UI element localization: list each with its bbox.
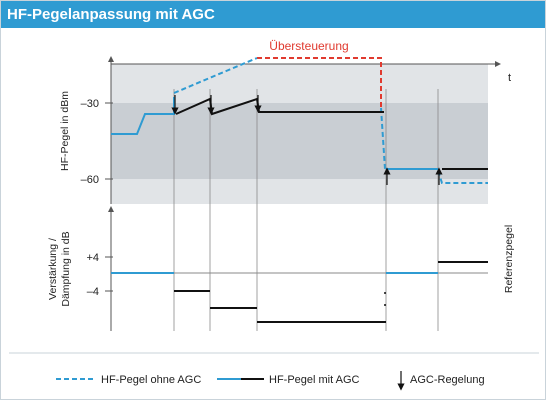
gain-tick-label: +4 — [86, 252, 99, 264]
gain-axis-label-line1: Verstärkung / — [47, 238, 59, 300]
overdrive-label: Übersteuerung — [269, 39, 348, 53]
page-title: HF-Pegelanpassung mit AGC — [7, 6, 215, 23]
overdrive-line — [257, 57, 382, 108]
level-axis-label: HF-Pegel in dBm — [59, 91, 71, 171]
level-tick-label: –30 — [81, 98, 99, 110]
reference-label: Referenzpegel — [503, 225, 515, 293]
legend-label-with-agc: HF-Pegel mit AGC — [269, 374, 360, 386]
gain-axis-label-line2: Dämpfung in dB — [60, 231, 72, 306]
gain-tick-label: –4 — [87, 286, 99, 298]
level-without-agc — [173, 57, 258, 94]
level-tick-label: –60 — [81, 174, 99, 186]
title-bar: HF-Pegelanpassung mit AGC — [1, 1, 545, 28]
legend-label-without-agc: HF-Pegel ohne AGC — [101, 374, 201, 386]
gain-dot — [384, 304, 386, 306]
time-axis-label: t — [508, 72, 511, 84]
gain-dot — [384, 292, 386, 294]
legend-label-agc-control: AGC-Regelung — [410, 374, 485, 386]
level-with-agc-black — [175, 97, 384, 116]
agc-arrows — [171, 95, 443, 185]
level-without-agc — [380, 107, 386, 170]
